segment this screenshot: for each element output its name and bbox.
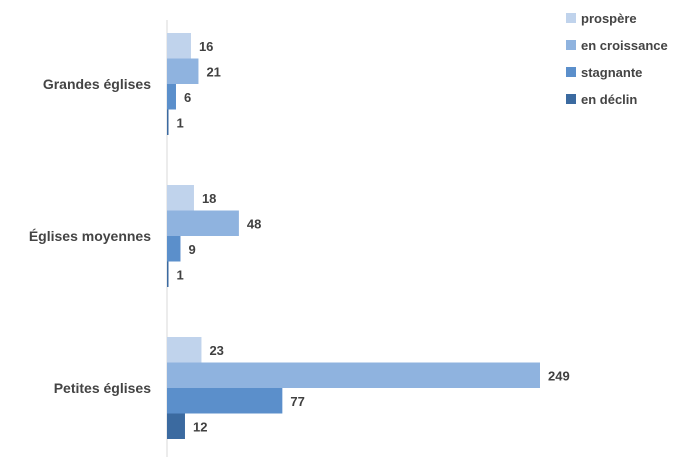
legend-label-prospere: prospère bbox=[581, 11, 637, 26]
legend-swatch-prospere bbox=[566, 13, 576, 23]
data-label-prospere-eglises-moyennes: 18 bbox=[202, 191, 216, 206]
bar-en-croissance-eglises-moyennes bbox=[167, 210, 239, 236]
data-label-en-declin-grandes-eglises: 1 bbox=[177, 115, 184, 130]
legend-label-en-croissance: en croissance bbox=[581, 38, 668, 53]
data-label-en-declin-petites-eglises: 12 bbox=[193, 419, 207, 434]
data-label-stagnante-petites-eglises: 77 bbox=[290, 394, 304, 409]
bar-prospere-grandes-eglises bbox=[167, 33, 191, 59]
category-label-petites-eglises: Petites églises bbox=[54, 380, 151, 396]
data-label-en-croissance-grandes-eglises: 21 bbox=[206, 64, 220, 79]
bar-stagnante-petites-eglises bbox=[167, 388, 283, 414]
data-label-en-croissance-petites-eglises: 249 bbox=[548, 368, 570, 383]
bar-en-declin-petites-eglises bbox=[167, 413, 185, 439]
legend-swatch-en-declin bbox=[566, 94, 576, 104]
data-label-prospere-petites-eglises: 23 bbox=[209, 343, 223, 358]
bar-prospere-petites-eglises bbox=[167, 337, 202, 363]
data-label-en-declin-eglises-moyennes: 1 bbox=[177, 267, 184, 282]
category-label-grandes-eglises: Grandes églises bbox=[43, 76, 151, 92]
bar-en-declin-eglises-moyennes bbox=[167, 261, 169, 287]
bar-en-croissance-petites-eglises bbox=[167, 362, 540, 388]
bar-prospere-eglises-moyennes bbox=[167, 185, 194, 211]
legend-swatch-en-croissance bbox=[566, 40, 576, 50]
bar-stagnante-grandes-eglises bbox=[167, 84, 176, 110]
data-label-en-croissance-eglises-moyennes: 48 bbox=[247, 216, 261, 231]
legend-label-en-declin: en déclin bbox=[581, 92, 637, 107]
bar-stagnante-eglises-moyennes bbox=[167, 236, 181, 262]
legend: prospère en croissance stagnante en déclin bbox=[566, 11, 668, 107]
bar-en-croissance-grandes-eglises bbox=[167, 58, 199, 84]
legend-label-stagnante: stagnante bbox=[581, 65, 642, 80]
bar-en-declin-grandes-eglises bbox=[167, 109, 169, 135]
data-label-stagnante-eglises-moyennes: 9 bbox=[188, 242, 195, 257]
category-label-eglises-moyennes: Églises moyennes bbox=[29, 228, 151, 244]
data-label-prospere-grandes-eglises: 16 bbox=[199, 39, 213, 54]
legend-swatch-stagnante bbox=[566, 67, 576, 77]
data-label-stagnante-grandes-eglises: 6 bbox=[184, 90, 191, 105]
